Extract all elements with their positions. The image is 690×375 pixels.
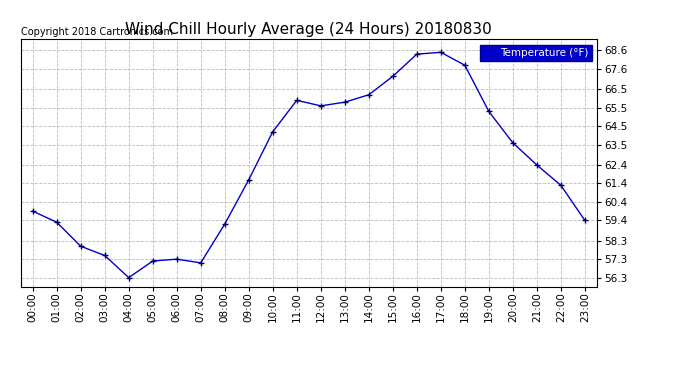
Legend: Temperature (°F): Temperature (°F): [480, 45, 591, 61]
Title: Wind Chill Hourly Average (24 Hours) 20180830: Wind Chill Hourly Average (24 Hours) 201…: [126, 22, 492, 37]
Text: Copyright 2018 Cartronics.com: Copyright 2018 Cartronics.com: [21, 27, 172, 37]
